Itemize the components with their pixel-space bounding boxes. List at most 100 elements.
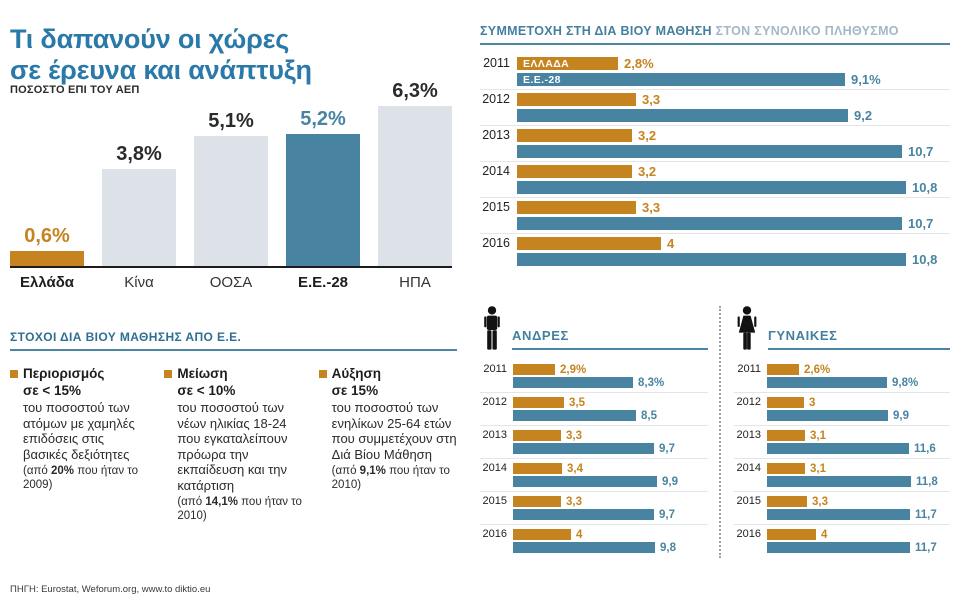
bar-line: 11,7 (767, 508, 950, 521)
category-label: Ε.Ε.-28 (297, 274, 349, 291)
bar-value-label: 3,3 (566, 495, 582, 508)
bar-value-label: 10,7 (908, 144, 934, 159)
bar-value-label: 9,7 (659, 508, 675, 521)
goal-title-line1: Μείωση (177, 366, 228, 381)
bar-value-label: 11,7 (915, 508, 937, 521)
goal-title-line2: σε < 15% (23, 382, 82, 398)
year-row: 2013 3,3 9,7 (480, 425, 708, 458)
rd-bar-column: 0,6% (10, 225, 84, 266)
year-row: 2014 3,1 11,8 (734, 458, 950, 491)
greece-bar (513, 529, 571, 540)
bar-line: 9,2 (517, 108, 950, 123)
bar-line: 3,2 (517, 128, 950, 143)
bar-line: 3,1 (767, 463, 950, 475)
bar-pair: 3,3 9,7 (513, 429, 708, 455)
greece-bar (767, 496, 807, 507)
bar-line: 3,3 (513, 429, 708, 442)
bar-value-label: 3,3 (566, 429, 582, 442)
greece-bar (513, 430, 561, 441)
eu28-bar (767, 377, 887, 388)
year-row: 2016 4 9,8 (480, 524, 708, 557)
bar-line: 9,9 (513, 475, 708, 488)
women-panel: ΓΥΝΑΙΚΕΣ 2011 2,6% 9,8% 2012 3 9,9 2013 3,1 11,6… (734, 302, 950, 557)
bar-value-label: 2,8% (624, 56, 654, 71)
eu28-bar (517, 181, 906, 194)
goal-title-line1: Περιορισμός (23, 366, 105, 381)
bar-line: 2,6% (767, 364, 950, 376)
bar-line: 10,7 (517, 216, 950, 231)
eu28-bar (767, 509, 910, 520)
year-label: 2011 (483, 56, 510, 70)
female-icon (737, 306, 757, 350)
bar-line: 11,6 (767, 442, 950, 455)
bar-line: Ε.Ε.-28 9,1% (517, 72, 950, 87)
goal-note-pre: (από (177, 496, 206, 508)
eu28-bar (513, 410, 636, 421)
bar-pair: 3,3 11,7 (767, 496, 950, 521)
bar-value-label: 8,5 (641, 409, 657, 422)
bar-value-label: 4 (821, 528, 828, 541)
goal-note: (από 9,1% που ήταν το 2010) (332, 465, 457, 492)
women-panel-header: ΓΥΝΑΙΚΕΣ (734, 302, 950, 350)
bar-pair: 4 10,8 (517, 236, 950, 267)
bar-value-label: 3,8% (116, 143, 162, 165)
eu28-bar: Ε.Ε.-28 (517, 73, 845, 86)
bar-line: 8,3% (513, 377, 708, 389)
greece-bar (517, 201, 636, 214)
greece-bar (767, 364, 799, 375)
greece-bar (513, 496, 561, 507)
year-row: 2015 3,3 10,7 (480, 197, 950, 233)
goal-note-bold: 14,1% (205, 496, 238, 508)
bar-value-label: 3 (809, 396, 816, 409)
bar-pair: 3,3 10,7 (517, 200, 950, 231)
bar-line: 3,1 (767, 430, 950, 442)
bar-value-label: 11,6 (914, 442, 936, 455)
total-population-chart: 2011 ΕΛΛΑΔΑ 2,8% Ε.Ε.-28 9,1% 2012 3,3 9,2 2013 3… (480, 54, 950, 269)
men-title: ΑΝΔΡΕΣ (512, 328, 708, 350)
goal-item-2: Μείωση σε < 10% του ποσοστού των νέων ηλι… (164, 366, 302, 523)
eu28-bar (513, 542, 655, 553)
goal-note-bold: 20% (51, 465, 75, 477)
year-label: 2015 (482, 200, 510, 214)
category-label: ΗΠΑ (399, 274, 431, 291)
year-label: 2012 (482, 396, 507, 408)
bullet-icon (318, 370, 327, 378)
bar-value-label: 9,9 (662, 475, 678, 488)
page-title-line1: Τι δαπανούν οι χώρες (10, 24, 290, 55)
bar-pair: 3 9,9 (767, 396, 950, 422)
bar-value-label: 9,1% (851, 72, 881, 87)
bar-value-label: 3,2 (638, 164, 657, 179)
series-inline-label: ΕΛΛΑΔΑ (523, 57, 570, 70)
goal-note: (από 20% που ήταν το 2009) (23, 465, 148, 492)
bar-value-label: 9,8% (892, 376, 919, 389)
bar-value-label: 0,6% (24, 225, 70, 247)
year-label: 2014 (482, 164, 510, 178)
bar (286, 134, 360, 266)
goal-body: του ποσοστού των ενηλίκων 25-64 ετών που… (331, 400, 457, 462)
bar-pair: 3,2 10,8 (517, 164, 950, 195)
bar-value-label: 9,8 (660, 541, 676, 554)
category-label: Κίνα (124, 274, 154, 291)
category-label: ΟΟΣΑ (209, 274, 253, 291)
bar-pair: ΕΛΛΑΔΑ 2,8% Ε.Ε.-28 9,1% (517, 56, 950, 87)
year-row: 2013 3,1 11,6 (734, 425, 950, 458)
bar-line: 3,2 (517, 164, 950, 179)
goal-title-line2: σε 15% (331, 382, 379, 398)
source-credit: ΠΗΓΗ: Eurostat, Weforum.org, www.to dikt… (10, 584, 211, 595)
bar-pair: 4 11,7 (767, 528, 950, 554)
bar-pair: 4 9,8 (513, 529, 708, 554)
bar-pair: 3,1 11,8 (767, 463, 950, 488)
bar-line: 3 (767, 396, 950, 409)
bar-value-label: 3,3 (642, 92, 661, 107)
greece-bar (767, 463, 805, 474)
rd-bar-column: 6,3% (378, 80, 452, 266)
bar-line: 9,8 (513, 541, 708, 554)
bar-line: 10,7 (517, 144, 950, 159)
bar-line: 2,9% (513, 364, 708, 376)
bar-line: 3,3 (513, 495, 708, 508)
year-row: 2015 3,3 9,7 (480, 491, 708, 524)
year-row: 2011 2,9% 8,3% (480, 360, 708, 392)
bar-pair: 2,9% 8,3% (513, 364, 708, 389)
bar-line: 3,4 (513, 463, 708, 475)
